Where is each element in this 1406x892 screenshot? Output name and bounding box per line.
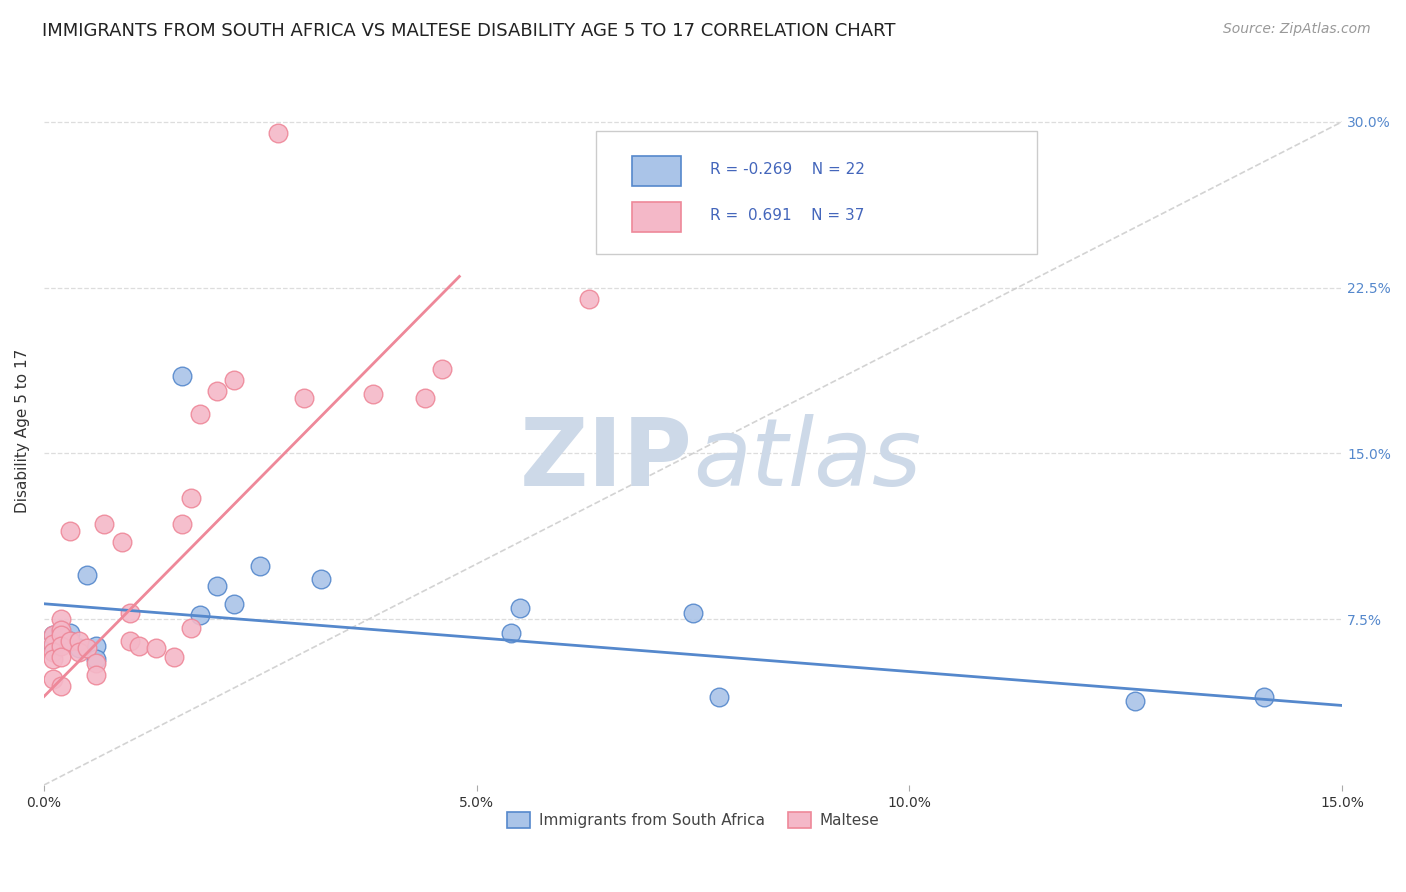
- Point: [76, 568, 98, 582]
- Point: [84, 652, 107, 666]
- Point: [430, 362, 453, 376]
- Point: [111, 534, 134, 549]
- Text: atlas: atlas: [693, 414, 921, 505]
- Point: [145, 640, 167, 655]
- Point: [205, 384, 228, 399]
- Y-axis label: Disability Age 5 to 17: Disability Age 5 to 17: [15, 349, 30, 514]
- Point: [163, 649, 186, 664]
- Point: [309, 573, 332, 587]
- Point: [509, 601, 531, 615]
- Point: [67, 640, 90, 655]
- Point: [51, 612, 73, 626]
- Point: [41, 639, 63, 653]
- Point: [41, 628, 63, 642]
- Point: [205, 579, 228, 593]
- Point: [51, 679, 73, 693]
- FancyBboxPatch shape: [633, 202, 682, 232]
- Point: [120, 634, 142, 648]
- Point: [180, 491, 202, 505]
- Text: R = -0.269    N = 22: R = -0.269 N = 22: [710, 162, 865, 177]
- Point: [224, 373, 246, 387]
- Point: [84, 667, 107, 681]
- Point: [51, 628, 73, 642]
- Point: [67, 634, 90, 648]
- Text: R =  0.691    N = 37: R = 0.691 N = 37: [710, 208, 865, 223]
- Point: [41, 645, 63, 659]
- Point: [51, 634, 73, 648]
- Point: [59, 524, 82, 538]
- Point: [84, 639, 107, 653]
- Point: [266, 126, 288, 140]
- Point: [292, 391, 315, 405]
- Point: [59, 625, 82, 640]
- Point: [41, 652, 63, 666]
- Point: [188, 607, 211, 622]
- Point: [682, 606, 704, 620]
- Point: [41, 672, 63, 686]
- Text: Source: ZipAtlas.com: Source: ZipAtlas.com: [1223, 22, 1371, 37]
- Point: [51, 649, 73, 664]
- Text: IMMIGRANTS FROM SOUTH AFRICA VS MALTESE DISABILITY AGE 5 TO 17 CORRELATION CHART: IMMIGRANTS FROM SOUTH AFRICA VS MALTESE …: [42, 22, 896, 40]
- Point: [172, 517, 194, 532]
- Point: [224, 597, 246, 611]
- Point: [578, 292, 600, 306]
- Point: [361, 386, 384, 401]
- Point: [413, 391, 436, 405]
- Point: [51, 624, 73, 638]
- FancyBboxPatch shape: [633, 156, 682, 186]
- Point: [128, 639, 150, 653]
- Point: [41, 628, 63, 642]
- Point: [51, 639, 73, 653]
- Point: [41, 636, 63, 650]
- Point: [180, 621, 202, 635]
- Point: [1253, 690, 1275, 704]
- Legend: Immigrants from South Africa, Maltese: Immigrants from South Africa, Maltese: [501, 805, 886, 834]
- Point: [249, 559, 271, 574]
- Point: [1123, 694, 1146, 708]
- FancyBboxPatch shape: [596, 130, 1038, 254]
- Point: [67, 645, 90, 659]
- Point: [93, 517, 115, 532]
- Point: [172, 369, 194, 384]
- Point: [120, 606, 142, 620]
- Text: ZIP: ZIP: [520, 414, 693, 506]
- Point: [188, 407, 211, 421]
- Point: [76, 640, 98, 655]
- Point: [59, 634, 82, 648]
- Point: [84, 657, 107, 671]
- Point: [59, 634, 82, 648]
- Point: [51, 624, 73, 638]
- Point: [707, 690, 730, 704]
- Point: [501, 625, 523, 640]
